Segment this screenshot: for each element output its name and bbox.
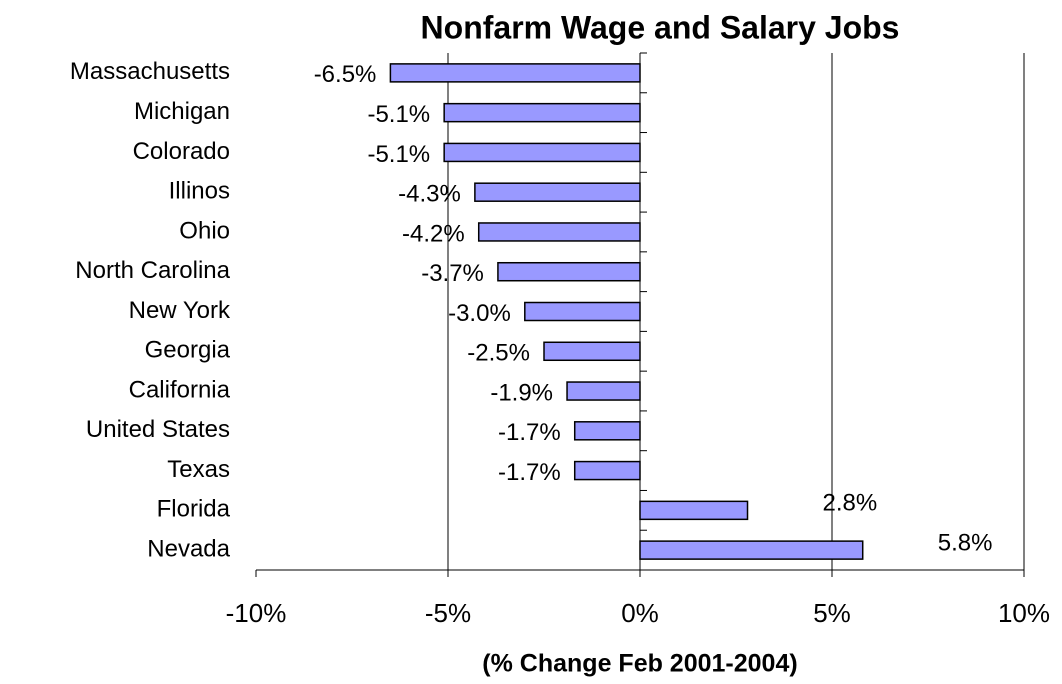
y-tick-label: Colorado [133, 138, 230, 165]
y-tick-label: Illinos [169, 178, 230, 205]
y-tick-label: Georgia [145, 337, 231, 364]
y-tick-label: Nevada [147, 535, 230, 562]
y-tick-label: California [129, 376, 231, 403]
bar [477, 222, 641, 242]
bar [639, 500, 749, 521]
bar [573, 421, 641, 441]
bar [566, 381, 641, 401]
data-label: -1.9% [490, 379, 553, 406]
bar [497, 261, 641, 282]
bar [639, 540, 864, 560]
data-label: -4.2% [402, 220, 465, 247]
y-tick-label: North Carolina [75, 257, 230, 284]
y-tick-label: Michigan [134, 98, 230, 125]
bar [443, 142, 641, 163]
data-label: -2.5% [467, 340, 530, 367]
x-axis-label: (% Change Feb 2001-2004) [482, 650, 797, 678]
data-label: -5.1% [367, 141, 430, 168]
x-tick-label: 10% [998, 598, 1050, 628]
bar [443, 102, 641, 123]
data-label: -3.0% [448, 300, 511, 327]
x-tick-label: -10% [226, 598, 287, 628]
x-tick-label: -5% [425, 598, 471, 628]
data-label: -3.7% [421, 260, 484, 287]
bar [524, 301, 641, 322]
y-tick-label: New York [129, 297, 231, 324]
y-tick-label: Florida [157, 496, 231, 523]
bar [389, 63, 641, 83]
x-tick-label: 0% [621, 598, 659, 628]
data-label: 5.8% [938, 529, 993, 556]
y-tick-label: United States [86, 416, 230, 443]
chart-title: Nonfarm Wage and Salary Jobs [421, 9, 900, 45]
data-label: -5.1% [367, 101, 430, 128]
bar [474, 182, 641, 202]
bar [543, 341, 641, 362]
y-tick-label: Ohio [179, 217, 230, 244]
data-label: -1.7% [498, 459, 561, 486]
bar [573, 460, 641, 481]
data-label: -6.5% [314, 61, 377, 88]
x-tick-label: 5% [813, 598, 851, 628]
data-label: -1.7% [498, 419, 561, 446]
y-tick-label: Texas [167, 456, 230, 483]
y-tick-label: Massachusetts [70, 58, 230, 85]
data-label: 2.8% [823, 490, 878, 517]
data-label: -4.3% [398, 181, 461, 208]
